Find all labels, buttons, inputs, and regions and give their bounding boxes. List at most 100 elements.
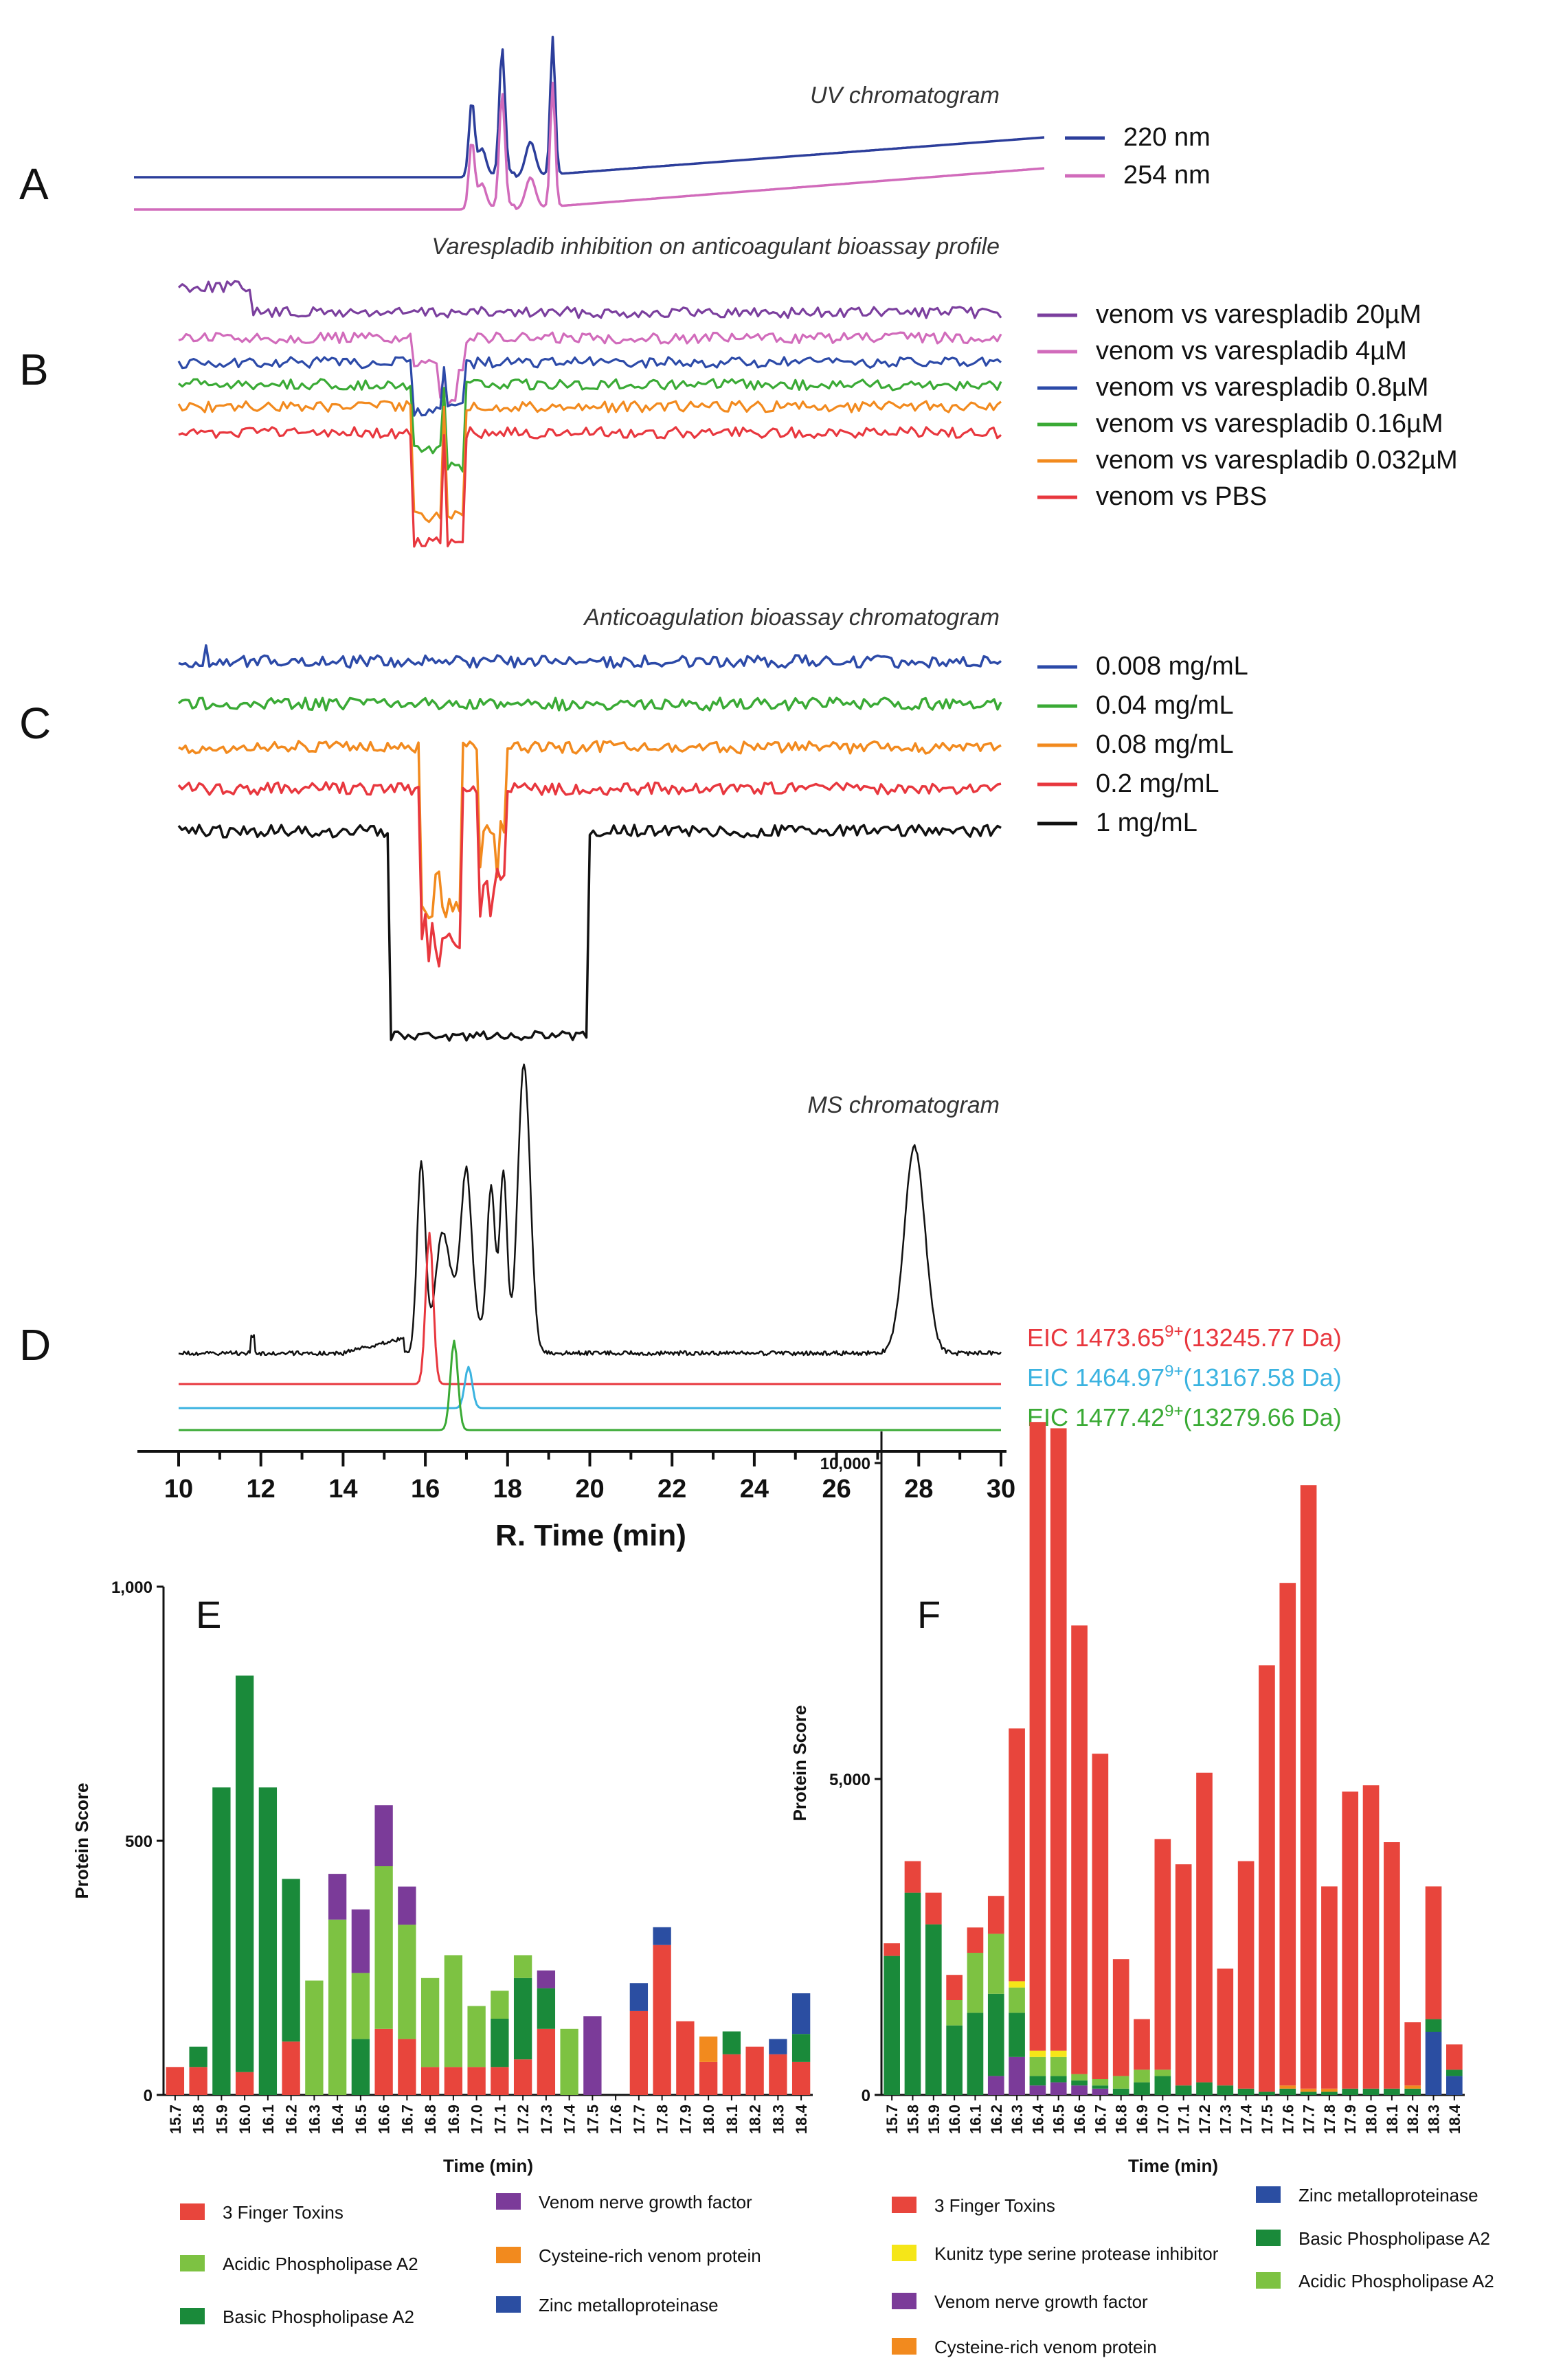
bar-segment [1050,2050,1067,2057]
bar-segment [769,2054,787,2095]
bar-segment [1321,2092,1338,2095]
panel-c-title: Anticoagulation bioassay chromatogram [583,604,1000,631]
panel-d-tick-label: 28 [904,1475,933,1504]
panel-c-trace-4 [177,824,1002,1042]
bar-segment [745,2046,764,2095]
legend-swatch [892,2338,916,2355]
panel-c-trace-1 [177,696,1002,712]
bar-segment [1134,2070,1150,2083]
y-tick-label: 500 [125,1833,153,1851]
x-tick-label: 16.0 [946,2105,963,2134]
bar-segment [1384,1842,1400,2089]
bar-segment [1050,1428,1067,2051]
x-tick-label: 17.8 [654,2105,671,2134]
panel-letter-b: B [19,345,49,394]
bar-segment [1362,1785,1380,2089]
bar-segment [189,2067,207,2095]
bar-segment [987,1896,1004,1934]
x-tick-label: 17.1 [1176,2105,1193,2134]
x-tick-label: 18.0 [1363,2105,1380,2134]
bar-segment [351,2039,370,2095]
x-tick-label: 17.3 [1217,2105,1234,2134]
bar-segment [1009,1728,1025,1982]
bar-segment [1196,1772,1213,2083]
legend-swatch [892,2293,916,2309]
uv-220nm-line [134,36,1045,179]
legend-label: Cysteine-rich venom protein [539,2245,761,2266]
panel-c-trace-0 [178,644,1002,669]
bar-segment [1404,2085,1421,2089]
legend-swatch [892,2245,916,2261]
y-tick-label: 10,000 [820,1455,870,1473]
bar-segment [398,1886,416,1925]
legend-swatch [496,2296,521,2313]
legend-label: 3 Finger Toxins [223,2202,344,2223]
legend-c-3: 0.2 mg/mL [1096,769,1219,798]
x-tick-label: 17.2 [515,2105,532,2134]
x-tick-label: 16.5 [1050,2105,1068,2134]
x-tick-label: 16.5 [352,2105,370,2134]
bar-segment [1071,2080,1088,2086]
x-axis-title: Time (min) [1128,2155,1218,2176]
bar-segment [328,1874,347,1920]
x-tick-label: 18.1 [1384,2105,1401,2134]
bar-segment [791,2034,811,2062]
bar-segment [946,2025,963,2095]
x-tick-label: 17.4 [1238,2104,1255,2134]
bar-segment [967,1953,984,2013]
x-tick-label: 18.3 [1426,2105,1443,2134]
bar-segment [513,2059,532,2095]
panel-letter-a: A [19,159,49,209]
bar-segment [1154,1839,1171,2070]
bar-segment [491,2019,509,2067]
legend-swatch [892,2197,916,2213]
legend-d-2: EIC 1477.429+(13279.66 Da) [1027,1402,1342,1431]
legend-c-0: 0.008 mg/mL [1096,652,1248,681]
panel-d-tick-label: 12 [247,1475,275,1504]
x-tick-label: 16.8 [1113,2105,1130,2134]
bar-segment [282,2041,300,2095]
bar-segment [1029,1422,1046,2051]
bar-segment [1154,2070,1171,2076]
x-tick-label: 16.6 [376,2105,393,2134]
x-tick-label: 17.9 [1342,2105,1359,2134]
legend-b-0: venom vs varespladib 20µM [1096,300,1421,329]
bar-segment [769,2039,787,2054]
panel-d-title: MS chromatogram [807,1092,1000,1118]
x-tick-label: 16.3 [306,2105,323,2134]
bar-segment [1175,2085,1192,2095]
bar-segment [1446,2076,1463,2095]
panel-b-trace-0 [177,280,1002,319]
legend-label: Venom nerve growth factor [934,2291,1148,2312]
panel-b-trace-1 [178,331,1002,407]
bar-segment [791,1993,811,2035]
panel-c-trace-2 [178,740,1002,920]
legend-label: Zinc metalloproteinase [1298,2185,1478,2206]
bar-segment [1112,1959,1129,2076]
legend-b-1: venom vs varespladib 4µM [1096,337,1407,365]
panel-d-tick-label: 30 [987,1475,1015,1504]
x-tick-label: 18.3 [769,2105,787,2134]
bar-segment [699,2036,718,2062]
legend-c-1: 0.04 mg/mL [1096,691,1234,720]
panel-d-tick-label: 20 [575,1475,604,1504]
panel-c-trace-3 [177,781,1002,968]
bar-segment [189,2046,207,2067]
ms-tic-line [178,1063,1002,1357]
x-tick-label: 17.0 [469,2105,486,2134]
x-tick-label: 18.4 [793,2104,810,2134]
legend-swatch [1256,2186,1281,2203]
x-tick-label: 17.3 [538,2105,555,2134]
eic-1464-line [179,1365,1001,1409]
x-tick-label: 16.4 [1029,2104,1046,2134]
legend-a-0: 220 nm [1123,123,1211,152]
bar-segment [1050,2076,1067,2083]
bar-segment [1300,2092,1317,2095]
y-tick-label: 0 [144,2087,153,2105]
bar-segment [537,1988,556,2029]
legend-label: Acidic Phospholipase A2 [1298,2271,1494,2291]
bar-segment [1237,1861,1255,2089]
y-tick-label: 0 [862,2087,870,2105]
bar-segment [629,2010,649,2095]
eic-1477-line [179,1339,1001,1431]
